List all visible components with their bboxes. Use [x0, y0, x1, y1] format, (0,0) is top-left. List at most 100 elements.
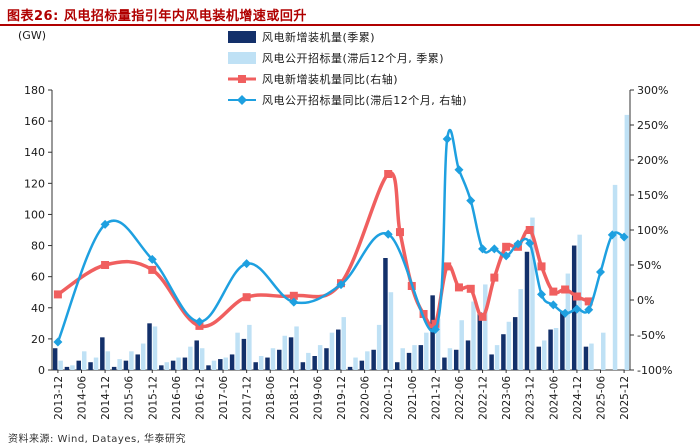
right-tick-label: 0% — [637, 294, 654, 307]
installed-bar — [170, 360, 176, 370]
tender-yoy-marker — [430, 324, 440, 334]
tender-bar — [306, 352, 311, 370]
tender-bar — [70, 365, 75, 370]
tender-bar — [365, 351, 370, 370]
installed-yoy-marker — [490, 273, 499, 282]
tender-bar — [223, 357, 229, 370]
tender-bar — [447, 348, 453, 370]
installed-bar — [76, 360, 81, 370]
tender-bar — [188, 346, 193, 370]
tender-bar — [459, 320, 464, 370]
installed-bar — [512, 317, 518, 370]
installed-yoy-marker — [478, 312, 487, 321]
tender-bar — [152, 326, 158, 370]
installed-yoy-marker — [289, 291, 298, 300]
installed-bar — [336, 329, 341, 370]
tender-bar — [176, 357, 181, 370]
installed-yoy-marker — [148, 265, 157, 274]
x-tick-label: 2013-12 — [53, 376, 65, 420]
x-tick-label: 2015-12 — [147, 376, 159, 420]
installed-yoy-marker — [53, 290, 62, 299]
installed-yoy-marker — [549, 287, 558, 296]
legend-label-installed-bars: 风电新增装机量(季累) — [262, 31, 376, 44]
installed-bar — [583, 346, 589, 370]
tender-yoy-marker — [501, 251, 511, 261]
tender-bar — [58, 360, 63, 370]
tender-bar — [577, 234, 582, 370]
tender-yoy-marker — [53, 337, 63, 347]
installed-yoy-marker — [537, 262, 546, 271]
tender-yoy-marker — [513, 239, 523, 249]
installed-bar — [465, 340, 471, 370]
left-tick-label: 40 — [31, 302, 45, 315]
installed-bar — [288, 337, 294, 370]
tender-bar — [424, 332, 429, 370]
x-tick-label: 2023-12 — [525, 376, 537, 420]
tender-yoy-marker — [596, 267, 606, 277]
x-tick-label: 2019-06 — [312, 376, 324, 420]
tender-bar — [601, 332, 606, 370]
legend-item-tender-bars: 风电公开招标量(滞后12个月, 季累) — [228, 48, 608, 69]
x-tick-label: 2017-06 — [218, 376, 230, 420]
tender-bar — [530, 217, 535, 370]
left-tick-label: 80 — [31, 240, 45, 253]
x-tick-label: 2023-06 — [501, 376, 513, 420]
installed-yoy-marker — [454, 283, 463, 292]
installed-yoy-marker — [572, 292, 581, 301]
x-tick-label: 2020-06 — [360, 376, 372, 420]
x-tick-label: 2019-12 — [336, 376, 348, 420]
installed-yoy-marker — [443, 262, 452, 271]
installed-yoy-marker — [419, 310, 428, 318]
tender-bar — [211, 360, 217, 370]
installed-bar — [88, 362, 93, 370]
installed-bar — [123, 360, 129, 370]
tender-yoy-marker — [454, 165, 464, 175]
tender-bar — [270, 348, 276, 370]
installed-bar — [218, 359, 223, 370]
tender-yoy-marker — [560, 308, 570, 318]
legend-item-installed-bars: 风电新增装机量(季累) — [228, 27, 608, 48]
installed-yoy-marker — [101, 261, 110, 269]
installed-yoy-marker — [561, 285, 570, 294]
tender-bar — [435, 318, 441, 370]
tender-bar — [518, 289, 523, 370]
installed-bar — [324, 348, 329, 370]
tender-bar — [400, 348, 405, 370]
tender-bar — [93, 357, 99, 370]
x-tick-label: 2018-06 — [265, 376, 277, 420]
x-tick-label: 2022-06 — [454, 376, 466, 420]
legend-label-installed-yoy: 风电新增装机量同比(右轴) — [262, 73, 399, 86]
x-tick-label: 2024-12 — [572, 376, 584, 420]
legend-item-installed-yoy: 风电新增装机量同比(右轴) — [228, 69, 608, 90]
installed-bar — [135, 354, 140, 370]
tender-bar — [199, 348, 205, 370]
tender-bar — [294, 326, 299, 370]
tender-bar — [506, 321, 512, 370]
x-tick-label: 2016-06 — [171, 376, 183, 420]
source-note: 资料来源: Wind, Datayes, 华泰研究 — [8, 434, 187, 445]
tender-bar — [282, 335, 288, 370]
tender-bar — [235, 332, 240, 370]
tender-bar — [483, 284, 488, 370]
tender-yoy-marker — [442, 134, 452, 144]
installed-yoy-marker — [384, 170, 393, 178]
left-tick-label: 0 — [38, 364, 45, 377]
installed-bar — [194, 340, 199, 370]
installed-bar — [229, 354, 235, 370]
tender-bar — [140, 343, 146, 370]
tender-yoy-marker — [607, 230, 617, 240]
tender-bar — [388, 292, 394, 370]
x-tick-label: 2021-12 — [430, 376, 442, 420]
tender-yoy-marker — [147, 254, 157, 264]
tender-bar — [612, 184, 618, 370]
legend-swatch-installed-bars — [228, 31, 256, 43]
tender-bar — [329, 332, 335, 370]
tender-bar — [494, 345, 500, 370]
tender-yoy-marker — [466, 196, 476, 206]
tender-yoy-marker — [478, 244, 488, 254]
figure-title-bar: 图表26: 风电招标量指引年内风电装机增速或回升 — [0, 0, 700, 26]
right-tick-label: -50% — [637, 329, 665, 342]
installed-bar — [265, 357, 270, 370]
installed-yoy-marker — [502, 242, 511, 251]
figure-title: 图表26: 风电招标量指引年内风电装机增速或回升 — [7, 9, 307, 24]
